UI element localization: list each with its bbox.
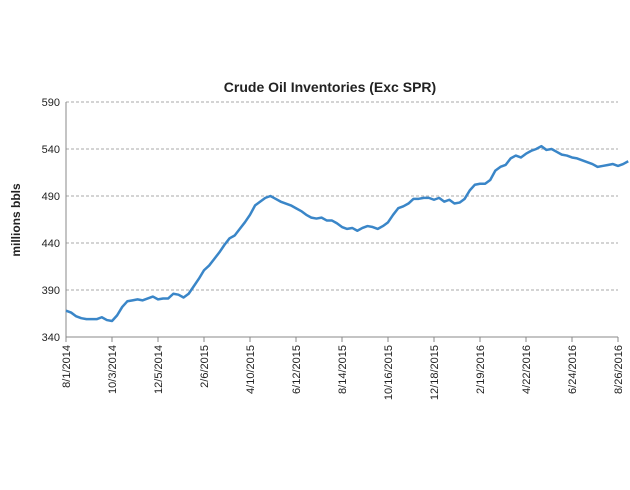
y-tick-label: 490 xyxy=(42,191,60,203)
y-tick-label: 440 xyxy=(42,238,60,250)
y-tick-label: 590 xyxy=(42,97,60,109)
data-line xyxy=(65,144,629,323)
x-tick-label: 6/12/2015 xyxy=(291,345,303,394)
y-tick-label: 540 xyxy=(42,144,60,156)
x-tick-label: 6/24/2016 xyxy=(567,345,579,394)
x-tick-label: 8/26/2016 xyxy=(613,345,625,394)
x-tick-label: 10/16/2015 xyxy=(383,345,395,400)
x-tick-label: 8/14/2015 xyxy=(337,345,349,394)
x-tick-label: 4/10/2015 xyxy=(245,345,257,394)
y-tick-label: 340 xyxy=(42,332,60,344)
x-tick-label: 4/22/2016 xyxy=(521,345,533,394)
x-tick-label: 2/19/2016 xyxy=(475,345,487,394)
x-tick-label: 12/5/2014 xyxy=(153,345,165,394)
x-tick-label: 10/3/2014 xyxy=(107,345,119,394)
x-tick-label: 12/18/2015 xyxy=(429,345,441,400)
y-tick-label: 390 xyxy=(42,285,60,297)
x-tick-label: 8/1/2014 xyxy=(61,345,73,388)
x-tick-label: 2/6/2015 xyxy=(199,345,211,388)
chart-title: Crude Oil Inventories (Exc SPR) xyxy=(224,79,436,95)
y-axis-label: millions bbls xyxy=(9,183,23,257)
